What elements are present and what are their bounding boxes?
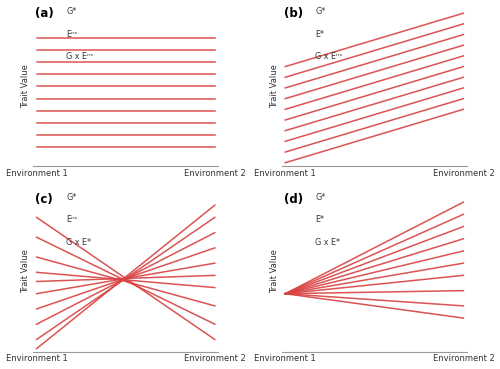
Text: G x E*: G x E* xyxy=(315,238,340,247)
Text: G*: G* xyxy=(66,7,76,16)
Text: Eⁿˢ: Eⁿˢ xyxy=(66,30,78,39)
Text: G*: G* xyxy=(66,193,76,202)
Text: Eⁿˢ: Eⁿˢ xyxy=(66,215,78,224)
Y-axis label: Trait Value: Trait Value xyxy=(270,64,279,108)
Y-axis label: Trait Value: Trait Value xyxy=(22,64,30,108)
Text: G x Eⁿˢ: G x Eⁿˢ xyxy=(315,52,342,61)
Text: G x Eⁿˢ: G x Eⁿˢ xyxy=(66,52,94,61)
Text: (b): (b) xyxy=(284,7,302,20)
Y-axis label: Trait Value: Trait Value xyxy=(22,249,30,293)
Text: (a): (a) xyxy=(35,7,54,20)
Y-axis label: Trait Value: Trait Value xyxy=(270,249,279,293)
Text: E*: E* xyxy=(315,30,324,39)
Text: G*: G* xyxy=(315,193,326,202)
Text: E*: E* xyxy=(315,215,324,224)
Text: G*: G* xyxy=(315,7,326,16)
Text: (c): (c) xyxy=(35,193,52,206)
Text: G x E*: G x E* xyxy=(66,238,92,247)
Text: (d): (d) xyxy=(284,193,302,206)
